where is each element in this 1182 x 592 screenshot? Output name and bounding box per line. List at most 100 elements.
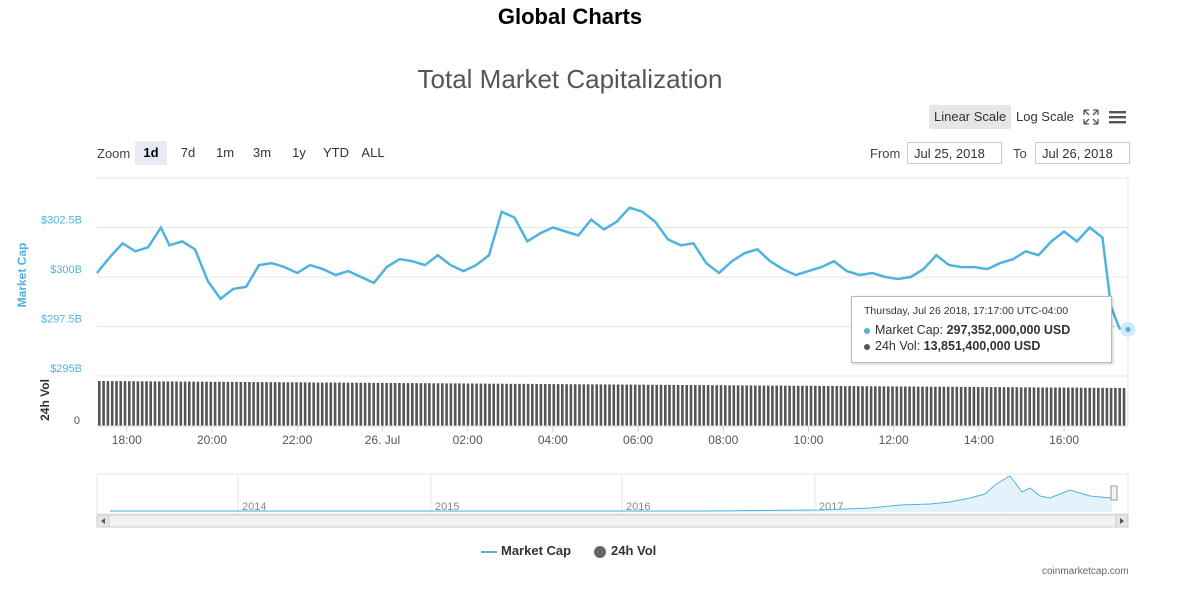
- volume-bar: [543, 384, 547, 426]
- log-scale-button[interactable]: Log Scale: [1016, 109, 1074, 124]
- volume-bar: [351, 382, 354, 426]
- legend-volume[interactable]: 24h Vol: [594, 543, 656, 558]
- to-date-input[interactable]: Jul 26, 2018: [1035, 142, 1130, 164]
- volume-bar: [831, 386, 834, 426]
- chart-title: Total Market Capitalization: [417, 64, 723, 94]
- volume-bar: [985, 387, 989, 426]
- x-tick-label: 08:00: [708, 433, 738, 447]
- volume-bar: [749, 385, 753, 426]
- menu-icon[interactable]: [1107, 106, 1129, 128]
- credit-link[interactable]: coinmarketcap.com: [1042, 566, 1129, 577]
- volume-bar: [132, 381, 135, 426]
- volume-bar: [230, 381, 234, 426]
- volume-bar: [153, 381, 157, 426]
- legend-market-cap[interactable]: Market Cap: [481, 543, 571, 558]
- volume-bar: [925, 386, 929, 426]
- zoom-7d-button[interactable]: 7d: [180, 145, 196, 160]
- navigator-year-label: 2016: [626, 501, 650, 513]
- volume-bar: [282, 382, 285, 426]
- volume-bar: [466, 383, 470, 426]
- volume-bar: [796, 385, 800, 426]
- volume-bar: [736, 385, 740, 426]
- volume-bar: [419, 383, 423, 426]
- volume-dot-icon: [864, 343, 870, 350]
- volume-bar: [1122, 388, 1126, 426]
- volume-bar: [724, 385, 727, 426]
- volume-bar: [556, 384, 560, 426]
- y-tick-label: $295B: [50, 363, 82, 375]
- volume-bar: [140, 381, 144, 426]
- volume-bar: [981, 387, 984, 426]
- navigator: 20142015201620172018: [96, 473, 1129, 528]
- volume-bar: [818, 385, 821, 426]
- volume-bar: [951, 386, 954, 426]
- volume-bar: [376, 382, 380, 426]
- x-tick-label: 06:00: [623, 433, 653, 447]
- volume-bar: [573, 384, 577, 426]
- volume-bar: [179, 381, 183, 426]
- volume-bar: [603, 384, 607, 426]
- volume-bar: [886, 386, 890, 426]
- volume-bar: [788, 385, 791, 426]
- volume-bar: [411, 383, 414, 426]
- volume-bar: [260, 382, 264, 426]
- volume-bar: [436, 383, 440, 426]
- fullscreen-icon[interactable]: [1080, 106, 1102, 128]
- volume-bar: [308, 382, 311, 426]
- volume-bar: [158, 381, 161, 426]
- zoom-3m-button[interactable]: 3m: [252, 145, 272, 160]
- volume-bar: [805, 385, 808, 426]
- volume-bar: [273, 382, 277, 426]
- volume-bar: [642, 384, 646, 426]
- volume-bar: [561, 384, 564, 426]
- linear-scale-button[interactable]: Linear Scale: [929, 105, 1012, 129]
- volume-bar: [338, 382, 341, 426]
- scroll-right-icon: [1120, 518, 1124, 524]
- volume-bar: [1041, 387, 1044, 426]
- volume-bar: [106, 381, 110, 426]
- volume-bar: [415, 383, 418, 426]
- volume-bar: [856, 386, 860, 426]
- volume-bar: [779, 385, 783, 426]
- volume-bar: [432, 383, 435, 426]
- zoom-1y-button[interactable]: 1y: [292, 145, 306, 160]
- zoom-ytd-button[interactable]: YTD: [323, 145, 349, 160]
- volume-bar: [501, 383, 504, 426]
- from-date-input[interactable]: Jul 25, 2018: [907, 142, 1002, 164]
- volume-bar: [428, 383, 431, 426]
- volume-bar: [479, 383, 483, 426]
- zoom-all-button[interactable]: ALL: [361, 145, 385, 160]
- volume-bar: [406, 383, 410, 426]
- volume-bar: [1118, 387, 1121, 426]
- volume-bar: [1109, 387, 1113, 426]
- zoom-1m-button[interactable]: 1m: [215, 145, 235, 160]
- volume-axis-label: 24h Vol: [38, 379, 52, 421]
- volume-bar: [801, 385, 804, 426]
- volume-bar: [916, 386, 920, 426]
- volume-bar: [1079, 387, 1083, 426]
- volume-bar: [312, 382, 315, 426]
- volume-bar: [248, 382, 251, 426]
- volume-bar: [565, 384, 568, 426]
- volume-bar: [346, 382, 350, 426]
- volume-bar: [372, 382, 375, 426]
- volume-bar: [586, 384, 590, 426]
- volume-bar: [968, 386, 971, 426]
- scrollbar-track: [96, 514, 1129, 528]
- zoom-1d-button[interactable]: 1d: [135, 141, 167, 165]
- volume-bar: [355, 382, 358, 427]
- market-cap-line: [96, 206, 1129, 331]
- volume-bar: [822, 385, 826, 426]
- volume-bar: [492, 383, 495, 426]
- y-axis-ticks: $302.5B $300B $297.5B $295B: [41, 215, 82, 376]
- volume-bar: [655, 384, 658, 426]
- volume-bar: [363, 382, 367, 426]
- page-title: Global Charts: [497, 4, 643, 29]
- volume-bar: [449, 383, 453, 426]
- volume-bar: [874, 386, 877, 426]
- volume-bar: [1097, 387, 1100, 426]
- volume-bar: [758, 385, 761, 426]
- volume-bar: [256, 382, 260, 426]
- volume-bar: [200, 381, 204, 426]
